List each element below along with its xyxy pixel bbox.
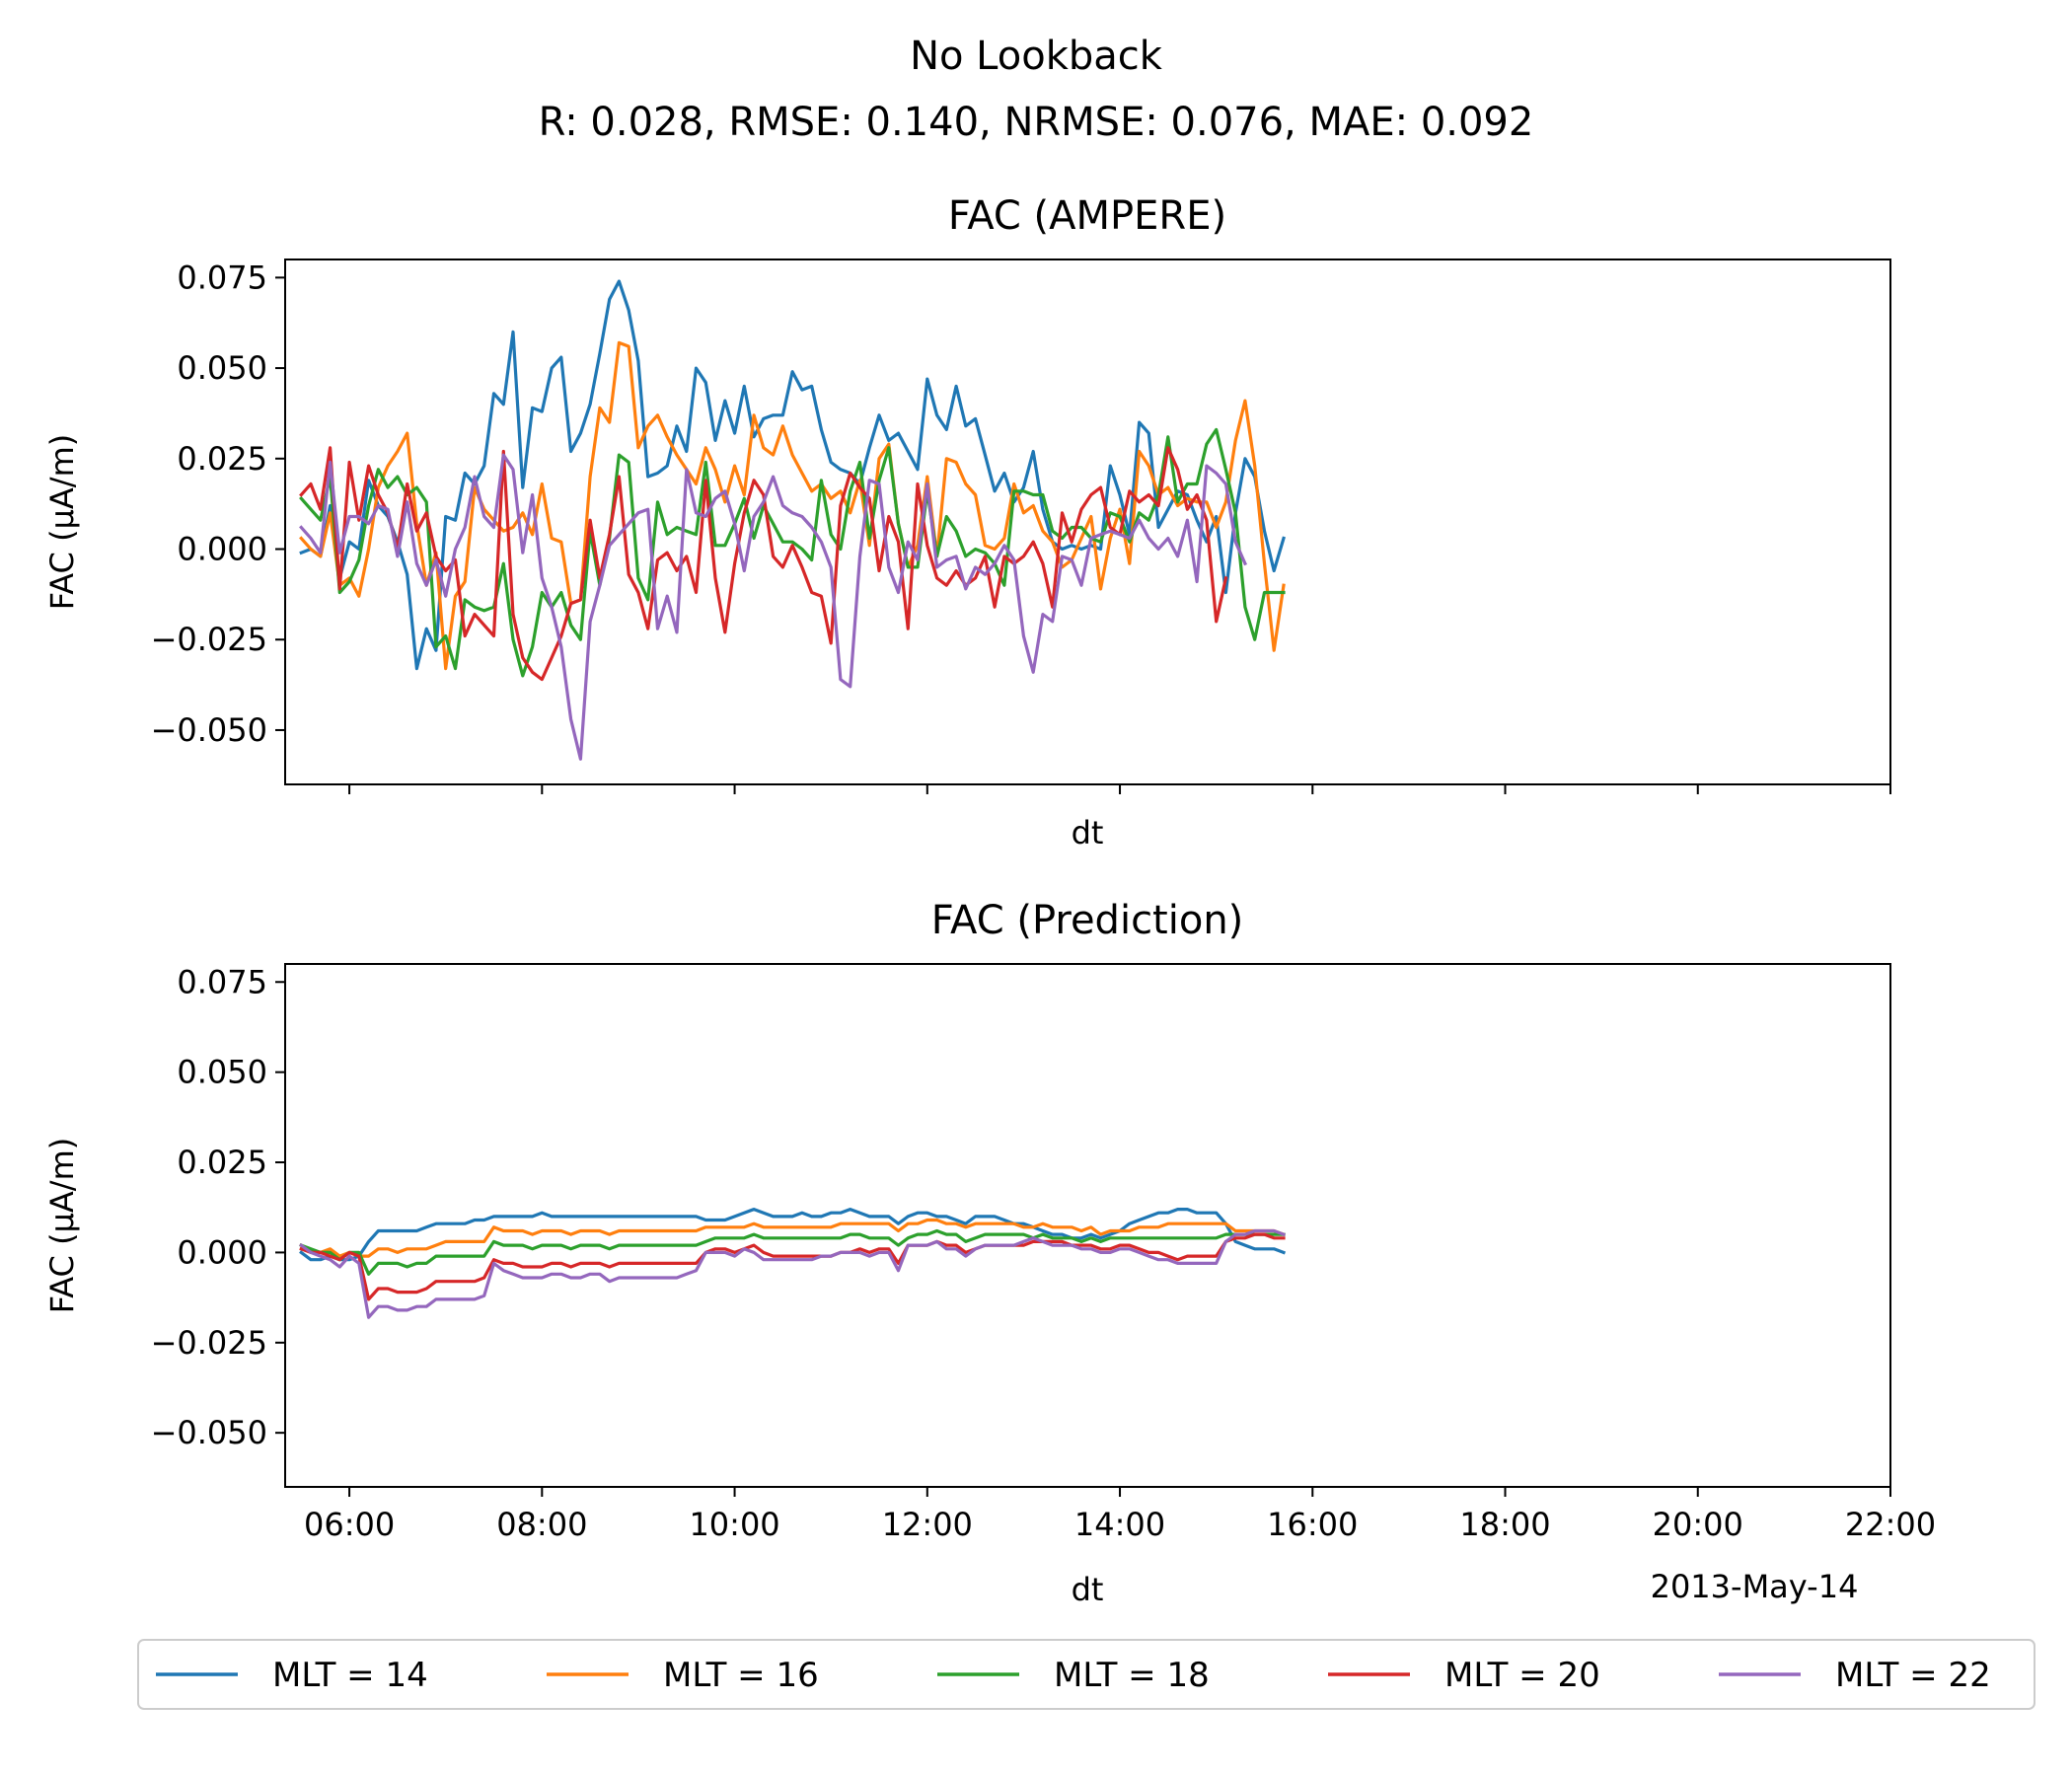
panel-prediction-x-tick-label: 20:00 (1653, 1506, 1743, 1543)
panel-ampere-y-label: FAC (µA/m) (43, 434, 81, 610)
panel-ampere-line-mlt-18 (299, 427, 1286, 678)
figure-metrics: R: 0.028, RMSE: 0.140, NRMSE: 0.076, MAE… (539, 100, 1534, 145)
panel-ampere-y-tick-label: 0.025 (177, 440, 267, 478)
panel-prediction-x-label: dt (1072, 1571, 1104, 1608)
panel-prediction-x-tick-label: 16:00 (1267, 1506, 1358, 1543)
legend-label-mlt-22: MLT = 22 (1835, 1656, 1991, 1695)
panel-prediction-line-mlt-16 (299, 1218, 1287, 1258)
panel-prediction-x-tick-label: 10:00 (689, 1506, 779, 1543)
panel-ampere-x-ticks (348, 784, 1891, 794)
legend-frame (137, 1639, 2035, 1710)
panel-ampere-line-mlt-14 (299, 279, 1286, 671)
panel-prediction-x-tick-label: 12:00 (882, 1506, 973, 1543)
panel-prediction-x-tick-label: 06:00 (304, 1506, 395, 1543)
panel-ampere-y-tick-label: 0.000 (177, 531, 267, 568)
panel-ampere-y-ticks: 0.075 0.050 0.025 0.000 −0.025 −0.050 (151, 259, 285, 749)
panel-prediction-y-tick-label: 0.000 (177, 1233, 267, 1271)
panel-prediction-y-ticks: 0.075 0.050 0.025 0.000 −0.025 −0.050 (151, 963, 285, 1451)
panel-ampere-x-label: dt (1072, 814, 1104, 851)
panel-ampere-frame (284, 259, 1891, 785)
panel-prediction-line-mlt-20 (299, 1232, 1286, 1301)
panel-ampere-y-tick-label: 0.050 (177, 349, 267, 387)
panel-prediction-y-tick-label: 0.025 (177, 1144, 267, 1181)
panel-prediction: FAC (Prediction) 0.075 0.050 0.025 0.000 −0.… (43, 898, 1936, 1608)
panel-prediction-x-tick-label: 22:00 (1845, 1506, 1936, 1543)
panel-ampere-y-tick-label: −0.025 (151, 621, 267, 658)
panel-ampere-line-mlt-22 (299, 453, 1248, 761)
panel-prediction-x-tick-label: 14:00 (1074, 1506, 1165, 1543)
legend-label-mlt-18: MLT = 18 (1054, 1656, 1210, 1695)
panel-prediction-line-mlt-18 (299, 1228, 1286, 1276)
legend-label-mlt-16: MLT = 16 (663, 1656, 819, 1695)
panel-prediction-y-label: FAC (µA/m) (43, 1138, 81, 1313)
panel-ampere-line-mlt-16 (299, 340, 1286, 671)
panel-ampere-y-tick-label: −0.050 (151, 711, 267, 749)
panel-ampere-series (299, 279, 1286, 761)
panel-prediction-date-label: 2013-May-14 (1651, 1568, 1859, 1605)
legend: MLT = 14 MLT = 16 MLT = 18 MLT = 20 MLT = 22 (137, 1639, 2035, 1710)
figure-title: No Lookback (910, 34, 1163, 79)
legend-label-mlt-20: MLT = 20 (1444, 1656, 1600, 1695)
panel-prediction-title: FAC (Prediction) (931, 898, 1244, 943)
panel-prediction-x-ticks: 06:00 08:00 10:00 12:00 14:00 16:00 18:00 20:00… (304, 1487, 1936, 1543)
panel-prediction-line-mlt-22 (299, 1228, 1287, 1319)
panel-ampere-line-mlt-20 (299, 446, 1228, 682)
panel-prediction-y-tick-label: 0.050 (177, 1054, 267, 1091)
panel-prediction-x-tick-label: 08:00 (496, 1506, 587, 1543)
legend-label-mlt-14: MLT = 14 (272, 1656, 428, 1695)
panel-ampere-title: FAC (AMPERE) (948, 193, 1226, 239)
panel-ampere-y-tick-label: 0.075 (177, 259, 267, 296)
panel-prediction-y-tick-label: −0.050 (151, 1414, 267, 1451)
panel-prediction-frame (284, 963, 1891, 1488)
panel-ampere: FAC (AMPERE) 0.075 0.050 0.025 0.000 −0.025 −… (43, 193, 1891, 851)
panel-prediction-y-tick-label: −0.025 (151, 1324, 267, 1362)
panel-prediction-series (299, 1207, 1287, 1319)
panel-prediction-y-tick-label: 0.075 (177, 963, 267, 1000)
panel-prediction-x-tick-label: 18:00 (1459, 1506, 1550, 1543)
